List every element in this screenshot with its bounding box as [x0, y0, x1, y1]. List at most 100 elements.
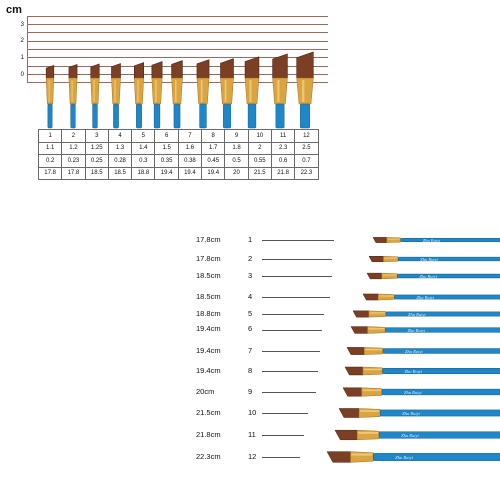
table-cell: 21.8: [270, 166, 296, 180]
bristles: [296, 51, 314, 79]
table-cell: 0.38: [177, 154, 203, 168]
ferrule-highlight: [224, 80, 227, 102]
table-cell: 1.8: [224, 141, 249, 155]
table-cell: 19.4: [154, 166, 179, 180]
brush: Zhu Ruiyi: [366, 272, 500, 280]
ferrule: [377, 293, 395, 301]
ferrule: [296, 77, 314, 105]
table-cell: 11: [270, 129, 296, 143]
handle: [397, 273, 500, 279]
table-cell: 17.8: [61, 166, 86, 180]
handle: [136, 103, 142, 129]
handle: [381, 388, 500, 396]
table-cell: 1.4: [131, 141, 156, 155]
ferrule: [151, 77, 163, 105]
ferrule: [134, 77, 144, 105]
ferrule-highlight: [360, 410, 380, 412]
table-cell: 3: [84, 129, 109, 143]
brush: Zhu Ruiyi: [326, 451, 500, 463]
table-row: 17.8 17.8 18.5 18.5 18.8 19.4 19.4 19.4 …: [37, 166, 319, 180]
brush-head: [134, 62, 144, 129]
brush: Zhu Ruiyi: [342, 387, 500, 397]
leader-line: [262, 413, 308, 414]
brush-length-label: 19.4cm: [196, 346, 221, 355]
table-cell: 1: [37, 129, 63, 143]
bristles: [45, 64, 55, 79]
ferrule-highlight: [277, 80, 280, 102]
handle: [247, 103, 257, 129]
table-cell: 1.3: [107, 141, 133, 155]
table-cell: 7: [177, 129, 203, 143]
brush-number-label: 5: [248, 309, 253, 318]
bristles: [368, 255, 384, 263]
ferrule-highlight: [155, 80, 157, 102]
ferrule-highlight: [358, 431, 379, 434]
brush: Zhu Ruiyi: [368, 255, 500, 263]
table-cell: 1.2: [61, 141, 86, 155]
brush-head: [45, 64, 55, 129]
ruler-line: [27, 16, 328, 17]
ferrule-highlight: [365, 348, 382, 351]
brush-head: [90, 63, 100, 129]
ferrule: [386, 237, 401, 243]
brush-set-photo: Zhu Ruiyi Zhu Ruiyi Zhu Ruiyi Zhu Ruiyi Zhu …: [326, 237, 500, 463]
ferrule: [362, 366, 383, 376]
ferrule-highlight: [387, 238, 400, 240]
brush-length-label: 17.8cm: [196, 254, 221, 263]
table-cell: 6: [154, 129, 179, 143]
leader-line: [262, 276, 332, 277]
handle: [400, 237, 500, 243]
brush-head: [220, 58, 234, 129]
handle: [275, 103, 285, 129]
brush-number-label: 1: [248, 235, 253, 244]
brush-number-label: 6: [248, 324, 253, 333]
ferrule: [361, 387, 383, 397]
brush-number-label: 2: [248, 254, 253, 263]
brush: Zhu Ruiyi: [338, 408, 500, 418]
brush-spec-table: 1 2 3 4 5 6 7 8 9 10 11 12 1.1 1.2 1.25 …: [37, 129, 319, 180]
brush-number-label: 8: [248, 366, 253, 375]
brush-number-label: 7: [248, 346, 253, 355]
ruler-tick-label: 0: [20, 72, 24, 78]
brush-number-label: 10: [248, 408, 257, 417]
ferrule: [196, 77, 210, 105]
ferrule: [90, 77, 100, 105]
handle-brand-text: Zhu Ruiyi: [419, 274, 437, 279]
table-cell: 1.6: [177, 141, 203, 155]
brush-length-label: 21.8cm: [196, 430, 221, 439]
handle: [385, 311, 500, 317]
ruler-line: [27, 24, 328, 25]
table-cell: 0.7: [294, 154, 319, 168]
table-cell: 2: [61, 129, 86, 143]
ferrule: [111, 77, 121, 105]
handle-brand-text: Zhu Ruiyi: [423, 238, 441, 243]
bristles: [338, 408, 360, 418]
ferrule-highlight: [362, 389, 381, 392]
brush-length-label: 18.5cm: [196, 271, 221, 280]
brush-number-label: 9: [248, 387, 253, 396]
table-cell: 0.23: [61, 154, 86, 168]
ruler-tick-label: 1: [20, 55, 24, 61]
ferrule-highlight: [175, 80, 177, 102]
brush-length-label: 21.5cm: [196, 408, 221, 417]
ferrule: [171, 77, 183, 105]
handle: [382, 348, 500, 354]
table-cell: 1.25: [84, 141, 109, 155]
brush-heads-photo: [45, 51, 314, 129]
handle-brand-text: Zhu Ruiyi: [404, 390, 422, 395]
brush-length-label: 19.4cm: [196, 324, 221, 333]
bristles: [171, 60, 183, 79]
bristles: [111, 63, 121, 79]
handle: [379, 409, 500, 417]
handle-brand-text: Zhu Ruiyi: [408, 328, 426, 333]
bristles: [342, 387, 362, 397]
bristles: [90, 63, 100, 79]
handle-brand-text: Zhu Ruiyi: [408, 312, 426, 317]
handle: [173, 103, 181, 129]
ferrule: [383, 255, 399, 263]
ferrule: [350, 451, 374, 463]
table-cell: 0.2: [37, 154, 63, 168]
handle-brand-text: Zhu Ruiyi: [402, 411, 420, 416]
ferrule: [45, 77, 55, 105]
leader-line: [262, 259, 332, 260]
